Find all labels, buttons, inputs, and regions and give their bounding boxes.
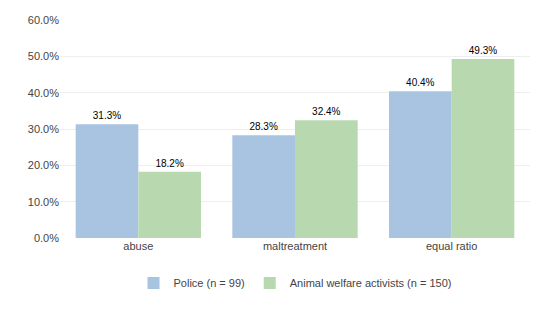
- svg-text:40.0%: 40.0%: [28, 87, 59, 99]
- svg-text:Animal welfare activists (n =: Animal welfare activists (n = 150): [290, 277, 452, 289]
- svg-text:18.2%: 18.2%: [155, 158, 183, 169]
- svg-text:equal ratio: equal ratio: [426, 240, 477, 252]
- svg-text:40.4%: 40.4%: [406, 77, 434, 88]
- svg-text:49.3%: 49.3%: [469, 45, 497, 56]
- svg-text:0.0%: 0.0%: [34, 232, 59, 244]
- svg-text:abuse: abuse: [123, 240, 153, 252]
- svg-text:28.3%: 28.3%: [249, 121, 277, 132]
- svg-text:Police (n = 99): Police (n = 99): [174, 277, 245, 289]
- svg-text:20.0%: 20.0%: [28, 159, 59, 171]
- svg-text:50.0%: 50.0%: [28, 50, 59, 62]
- svg-text:31.3%: 31.3%: [93, 110, 121, 121]
- svg-text:32.4%: 32.4%: [312, 106, 340, 117]
- svg-text:10.0%: 10.0%: [28, 196, 59, 208]
- svg-text:maltreatment: maltreatment: [263, 240, 327, 252]
- svg-text:30.0%: 30.0%: [28, 123, 59, 135]
- svg-text:60.0%: 60.0%: [28, 14, 59, 26]
